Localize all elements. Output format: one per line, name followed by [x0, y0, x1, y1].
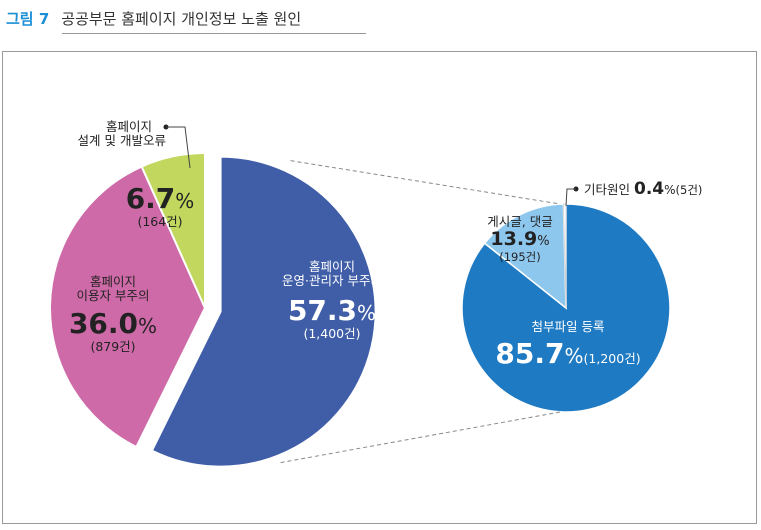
label-posts-comments: 게시글, 댓글 13.9% (195건) — [470, 214, 570, 265]
label-design-error-value: 6.7% (164건) — [110, 182, 210, 230]
chart-frame — [2, 51, 757, 524]
figure-number: 그림 7 — [6, 10, 50, 28]
label-operator-negligence: 홈페이지 운영·관리자 부주의 57.3% (1,400건) — [252, 259, 412, 341]
label-design-error: 홈페이지 설계 및 개발오류 — [56, 119, 166, 149]
label-attachment: 첨부파일 등록 85.7%(1,200건) — [488, 319, 648, 371]
slice-design-line2: 설계 및 개발오류 — [77, 133, 166, 149]
slice-operator-line1: 홈페이지 — [308, 259, 355, 274]
pie-slice-operator — [150, 155, 377, 468]
slice-attachment-percent: 85.7 — [495, 337, 565, 371]
slice-attachment-label: 첨부파일 등록 — [531, 319, 605, 334]
slice-other-count: (5건) — [675, 183, 703, 197]
slice-design-percent: 6.7 — [125, 182, 176, 215]
title-underline — [62, 33, 366, 34]
connector-top — [290, 160, 561, 205]
slice-attachment-count: (1,200건) — [583, 351, 641, 367]
slice-operator-line2: 운영·관리자 부주의 — [282, 273, 382, 289]
slice-design-line1: 홈페이지 — [105, 119, 152, 134]
figure-title: 공공부문 홈페이지 개인정보 노출 원인 — [61, 10, 302, 28]
slice-posts-label: 게시글, 댓글 — [487, 214, 553, 229]
connector-bottom — [280, 411, 561, 464]
figure-header: 그림 7 공공부문 홈페이지 개인정보 노출 원인 — [6, 8, 301, 34]
pie-slice-attachment — [461, 203, 671, 413]
slice-other-label: 기타원인 — [584, 182, 631, 197]
slice-user-line2: 이용자 부주의 — [76, 288, 150, 304]
slice-posts-count: (195건) — [499, 250, 541, 265]
slice-design-count: (164건) — [137, 214, 183, 230]
leader-line-other — [565, 188, 576, 207]
slice-user-line1: 홈페이지 — [89, 274, 136, 289]
label-user-negligence: 홈페이지 이용자 부주의 36.0% (879건) — [48, 274, 178, 354]
pie-slice-design — [140, 151, 206, 309]
slice-posts-percent: 13.9 — [490, 228, 538, 251]
pie-slice-posts — [483, 203, 567, 310]
slice-other-percent: 0.4 — [634, 179, 665, 199]
pie-slice-user — [49, 165, 207, 449]
slice-operator-count: (1,400건) — [303, 325, 361, 341]
leader-line-design — [166, 126, 191, 169]
slice-user-percent: 36.0 — [68, 306, 139, 340]
slice-user-count: (879건) — [90, 338, 136, 354]
slice-operator-percent: 57.3 — [287, 293, 358, 327]
label-other: 기타원인 0.4%(5건) — [584, 179, 703, 199]
